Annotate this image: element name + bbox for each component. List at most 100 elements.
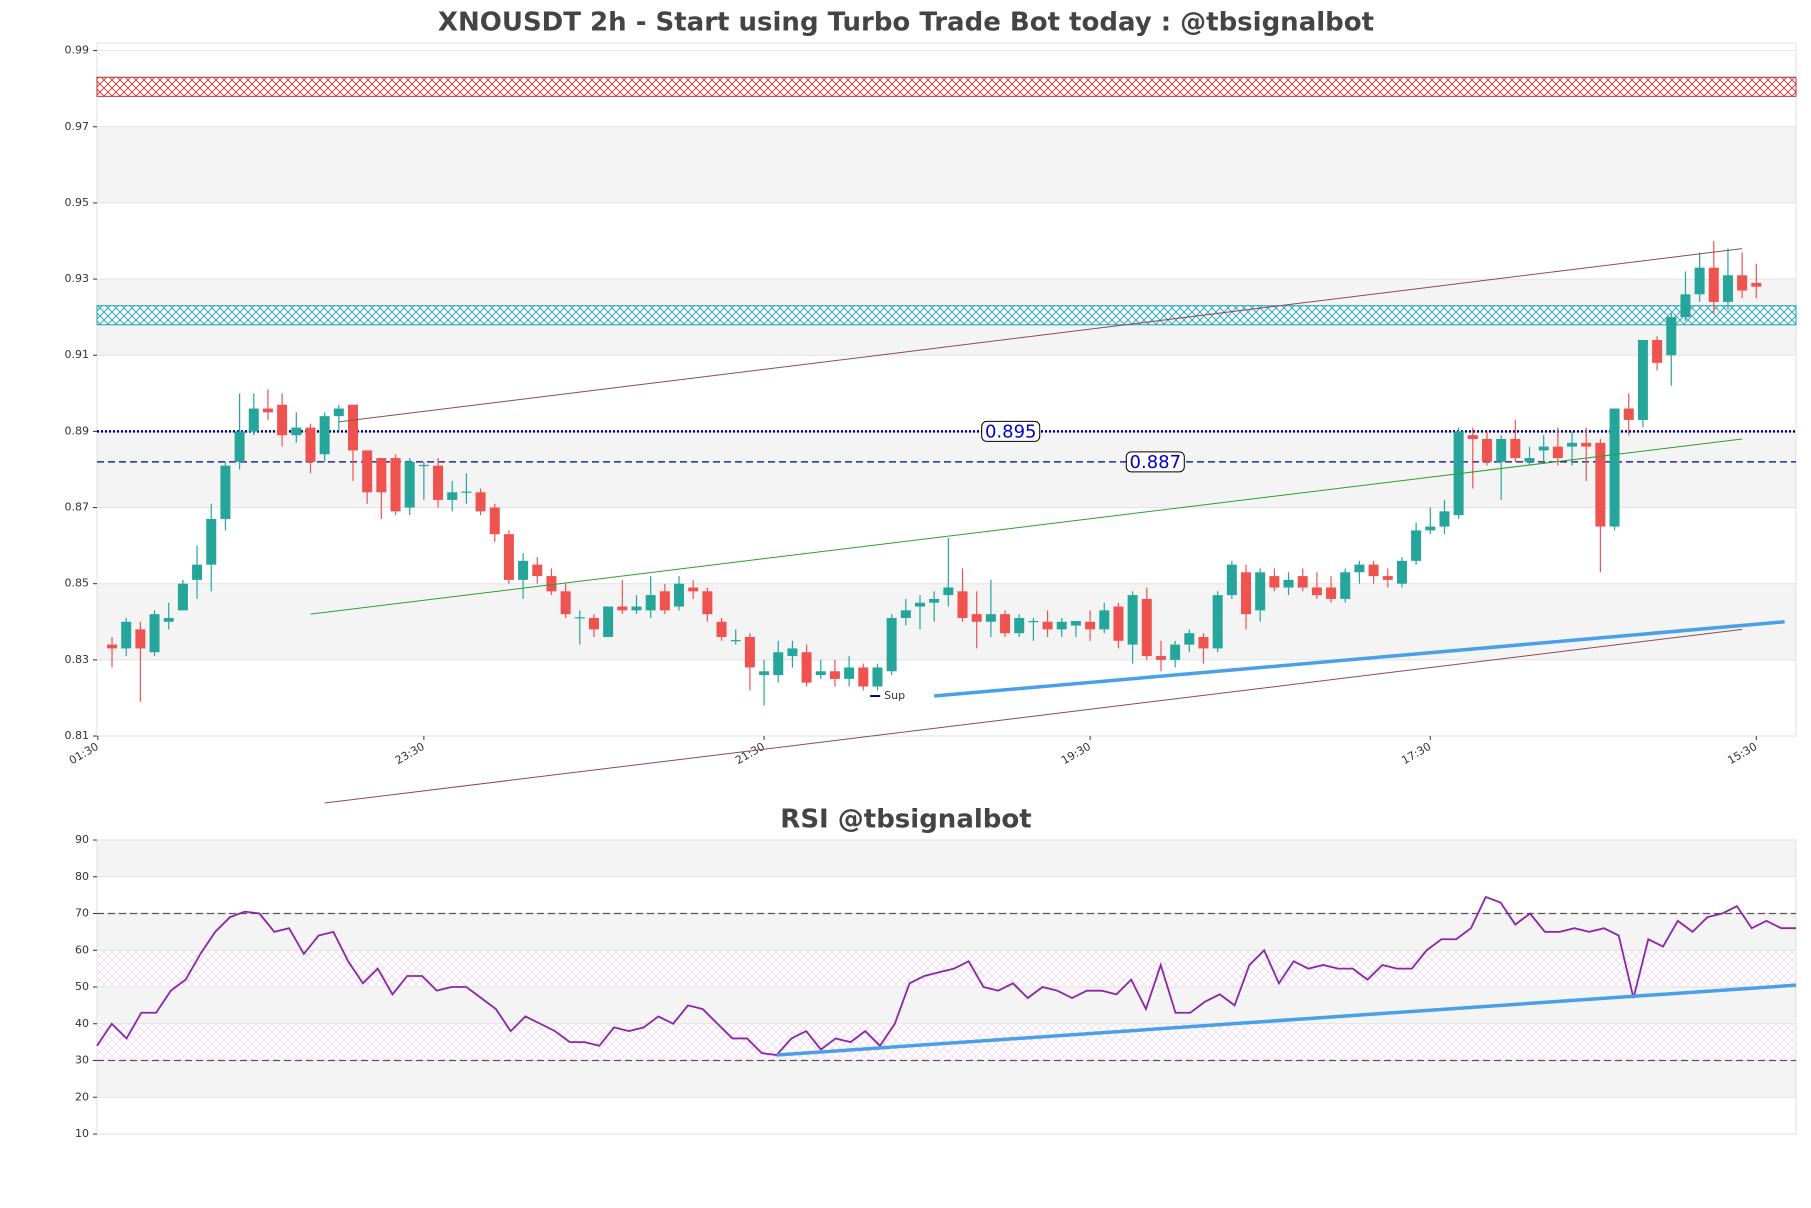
- x-tick-label: 23:30: [393, 740, 427, 767]
- candle-body: [277, 404, 288, 436]
- candle-body: [1085, 621, 1096, 630]
- candle-body: [518, 560, 529, 580]
- candle-body: [929, 598, 940, 603]
- candle-body: [1141, 598, 1152, 657]
- candle-body: [1623, 408, 1634, 420]
- candle-body: [844, 667, 855, 679]
- y-tick-label: 90: [75, 833, 89, 846]
- candle-body: [291, 427, 302, 436]
- candle-body: [1481, 439, 1492, 462]
- candle-body: [1127, 595, 1138, 645]
- candle-body: [1198, 637, 1209, 649]
- candle-body: [1255, 572, 1266, 611]
- candle-body: [475, 492, 486, 512]
- candle-body: [1283, 579, 1294, 588]
- candle-body: [1184, 633, 1195, 645]
- candle-body: [702, 591, 713, 615]
- candle-body: [149, 614, 160, 653]
- y-tick-label: 60: [75, 943, 89, 956]
- zone: [96, 305, 1797, 326]
- candle-body: [1269, 576, 1280, 588]
- candle-body: [730, 640, 741, 642]
- candle-body: [1042, 621, 1053, 630]
- candle-body: [532, 564, 543, 577]
- candle-body: [376, 458, 387, 493]
- candle-body: [1099, 610, 1110, 630]
- candle-body: [347, 404, 358, 451]
- y-tick-label: 30: [75, 1054, 89, 1067]
- y-tick-label: 80: [75, 870, 89, 883]
- candle-body: [674, 583, 685, 607]
- candle-body: [1708, 267, 1719, 302]
- band: [97, 840, 1796, 877]
- candle-body: [1722, 275, 1733, 302]
- trend-line: [324, 628, 1743, 804]
- candle-body: [914, 602, 925, 607]
- candle-body: [1340, 572, 1351, 599]
- candle-body: [107, 644, 118, 649]
- candle-body: [645, 595, 656, 611]
- candle-body: [1170, 644, 1181, 660]
- candle-body: [1382, 576, 1393, 580]
- candle-body: [1609, 408, 1620, 527]
- candle-body: [1070, 621, 1081, 626]
- candle-body: [177, 583, 188, 611]
- candle-body: [362, 450, 373, 493]
- candle-body: [546, 576, 557, 592]
- candle-body: [1680, 294, 1691, 318]
- band: [97, 913, 1796, 951]
- candle-body: [248, 408, 259, 432]
- candle-body: [1496, 439, 1507, 462]
- candle-body: [1524, 458, 1535, 462]
- candle-body: [1637, 340, 1648, 420]
- y-tick-label: 0.95: [65, 196, 90, 209]
- candle-body: [1425, 526, 1436, 531]
- candle-body: [1411, 530, 1422, 561]
- candle-body: [1467, 435, 1478, 439]
- candle-body: [1581, 442, 1592, 447]
- candle-body: [900, 610, 911, 618]
- x-tick-label: 21:30: [733, 740, 767, 767]
- trend-line: [776, 983, 1797, 1057]
- band: [97, 1060, 1796, 1098]
- candle-body: [206, 518, 217, 565]
- candle-body: [433, 465, 444, 500]
- candle-body: [1155, 656, 1166, 660]
- candle-body: [1354, 564, 1365, 573]
- trend-line: [338, 248, 1743, 423]
- candle-body: [333, 408, 344, 417]
- candle-body: [461, 491, 472, 493]
- candle-body: [234, 431, 245, 462]
- y-tick-label: 40: [75, 1017, 89, 1030]
- candle-body: [1368, 564, 1379, 577]
- candle-body: [971, 614, 982, 622]
- band: [97, 987, 1796, 1024]
- candle-body: [489, 507, 500, 535]
- trend-line: [310, 438, 1743, 615]
- candle-body: [1737, 275, 1748, 291]
- x-tick-label: 15:30: [1725, 740, 1759, 767]
- candle-body: [688, 587, 699, 592]
- band: [97, 126, 1796, 203]
- candle-body: [1056, 621, 1067, 630]
- candle-body: [1510, 439, 1521, 459]
- candle-body: [716, 621, 727, 637]
- candle-body: [1567, 442, 1578, 447]
- candle-body: [1538, 446, 1549, 451]
- candle-body: [886, 617, 897, 672]
- candle-body: [135, 629, 146, 649]
- candle-body: [1666, 317, 1677, 356]
- candle-body: [943, 587, 954, 596]
- candle-body: [220, 465, 231, 519]
- candle-body: [631, 606, 642, 611]
- candle-body: [1014, 617, 1025, 634]
- candle-body: [801, 652, 812, 683]
- candle-body: [305, 427, 316, 462]
- candle-body: [262, 408, 273, 413]
- candle-body: [1552, 446, 1563, 459]
- y-tick-label: 0.89: [65, 424, 90, 437]
- band: [97, 583, 1796, 660]
- candle-body: [503, 534, 514, 580]
- y-tick-label: 0.83: [65, 653, 90, 666]
